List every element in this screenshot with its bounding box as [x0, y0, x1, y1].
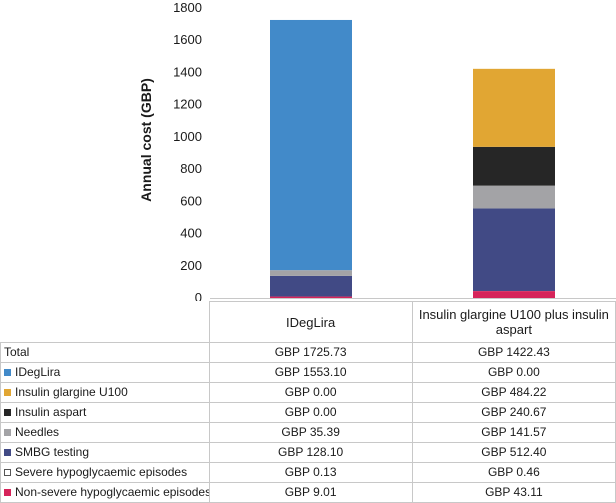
row-label: IDegLira: [15, 365, 60, 379]
row-label-cell: IDegLira: [1, 363, 210, 383]
bar-segment: [270, 20, 352, 270]
value-cell: GBP 484.22: [412, 383, 615, 403]
value-cell: GBP 9.01: [209, 483, 412, 503]
bar-segment: [270, 270, 352, 276]
y-tick-label: 1600: [173, 32, 202, 47]
row-label-cell: Needles: [1, 423, 210, 443]
value-cell: GBP 128.10: [209, 443, 412, 463]
value-cell: GBP 141.57: [412, 423, 615, 443]
legend-swatch-icon: [4, 489, 11, 496]
bars: [270, 20, 555, 298]
legend-swatch-icon: [4, 469, 11, 476]
row-label: Insulin aspart: [15, 405, 86, 419]
bar-segment: [270, 276, 352, 297]
y-tick-label: 1400: [173, 64, 202, 79]
y-tick-label: 400: [180, 226, 202, 241]
value-cell: GBP 35.39: [209, 423, 412, 443]
row-label: Total: [4, 345, 29, 359]
table-corner-cell: [1, 302, 210, 343]
row-label: SMBG testing: [15, 445, 89, 459]
bar-segment: [473, 208, 555, 291]
bar-segment: [473, 69, 555, 147]
row-label-cell: Total: [1, 343, 210, 363]
legend-swatch-icon: [4, 449, 11, 456]
value-cell: GBP 1725.73: [209, 343, 412, 363]
value-cell: GBP 0.00: [209, 383, 412, 403]
row-label-cell: Severe hypoglycaemic episodes: [1, 463, 210, 483]
row-label-cell: Insulin glargine U100: [1, 383, 210, 403]
row-label: Insulin glargine U100: [15, 385, 128, 399]
legend-swatch-icon: [4, 389, 11, 396]
value-cell: GBP 1422.43: [412, 343, 615, 363]
value-cell: GBP 0.00: [412, 363, 615, 383]
value-cell: GBP 43.11: [412, 483, 615, 503]
legend-swatch-icon: [4, 369, 11, 376]
y-tick-label: 1200: [173, 97, 202, 112]
y-tick-label: 600: [180, 193, 202, 208]
y-axis-ticks: 0 200 400 600 800 1000 1200 1400 1600 1800: [173, 0, 202, 301]
value-cell: GBP 240.67: [412, 403, 615, 423]
bar-segment: [473, 147, 555, 186]
row-label: Needles: [15, 425, 59, 439]
column-header: IDegLira: [209, 302, 412, 343]
stacked-bar-chart: Annual cost (GBP) 0 200 400 600 800 1000 1200 1…: [0, 0, 616, 301]
y-tick-label: 200: [180, 258, 202, 273]
legend-swatch-icon: [4, 409, 11, 416]
legend-swatch-icon: [4, 429, 11, 436]
value-cell: GBP 512.40: [412, 443, 615, 463]
bar-segment: [473, 186, 555, 209]
bar-segment: [270, 297, 352, 298]
row-label-cell: SMBG testing: [1, 443, 210, 463]
column-header: Insulin glargine U100 plus insulin aspar…: [412, 302, 615, 343]
row-label-cell: Insulin aspart: [1, 403, 210, 423]
value-cell: GBP 0.46: [412, 463, 615, 483]
value-cell: GBP 0.00: [209, 403, 412, 423]
y-axis-label: Annual cost (GBP): [138, 78, 154, 202]
row-label: Non-severe hypoglycaemic episodes: [15, 485, 209, 499]
row-label: Severe hypoglycaemic episodes: [15, 465, 187, 479]
y-tick-label: 800: [180, 161, 202, 176]
bar-segment: [473, 291, 555, 298]
value-cell: GBP 1553.10: [209, 363, 412, 383]
value-cell: GBP 0.13: [209, 463, 412, 483]
y-tick-label: 0: [195, 290, 202, 301]
row-label-cell: Non-severe hypoglycaemic episodes: [1, 483, 210, 503]
y-tick-label: 1800: [173, 0, 202, 15]
y-tick-label: 1000: [173, 129, 202, 144]
